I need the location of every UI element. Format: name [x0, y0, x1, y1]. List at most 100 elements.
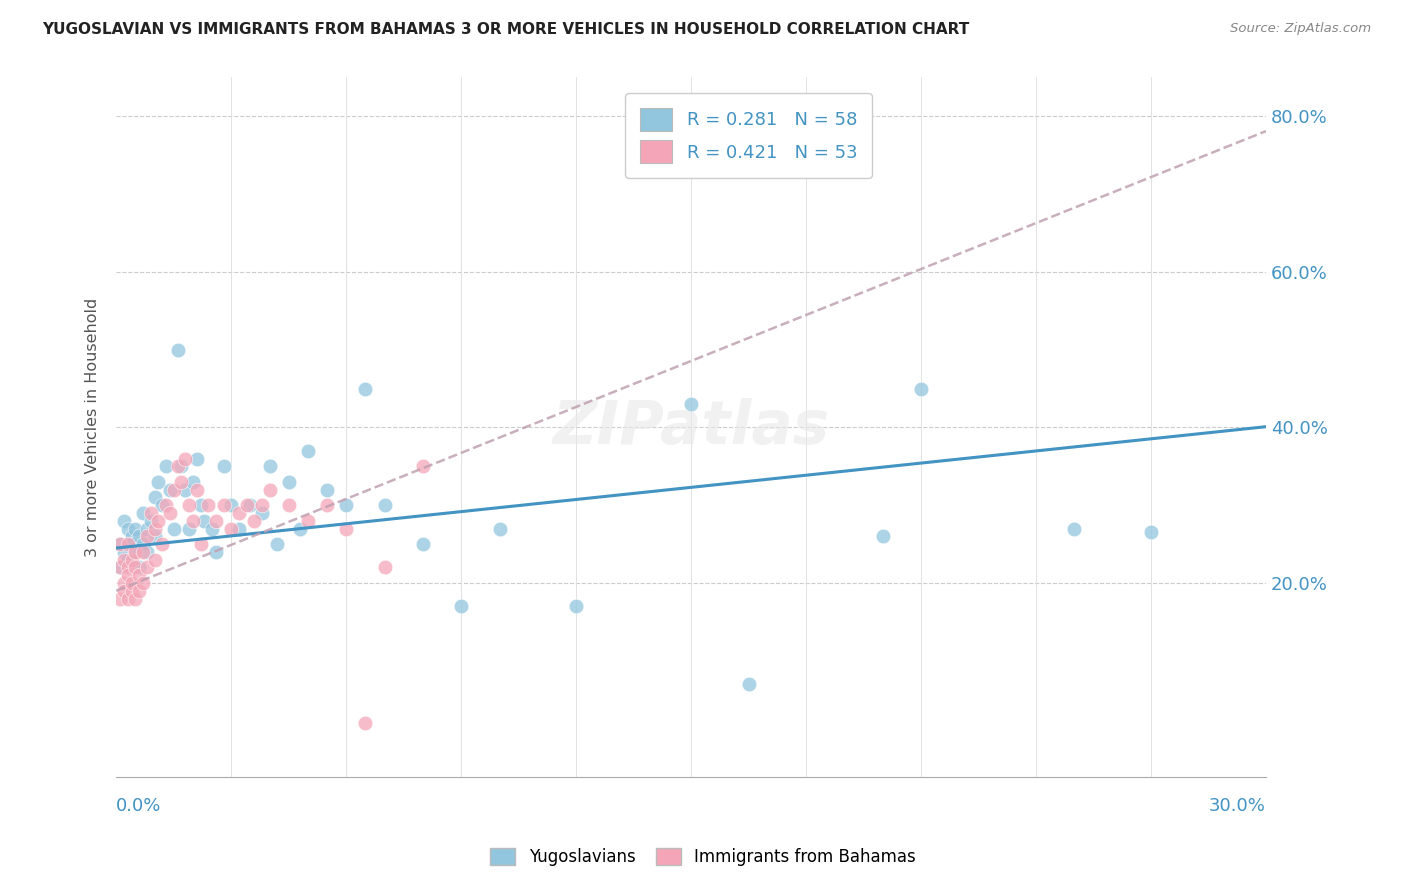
Point	[190, 537, 212, 551]
Point	[228, 522, 250, 536]
Point	[174, 483, 197, 497]
Point	[266, 537, 288, 551]
Point	[121, 576, 143, 591]
Point	[197, 498, 219, 512]
Point	[235, 498, 257, 512]
Point	[117, 591, 139, 606]
Point	[128, 583, 150, 598]
Point	[108, 560, 131, 574]
Point	[112, 576, 135, 591]
Point	[124, 560, 146, 574]
Point	[219, 498, 242, 512]
Point	[316, 483, 339, 497]
Point	[136, 560, 159, 574]
Point	[190, 498, 212, 512]
Point	[124, 545, 146, 559]
Point	[143, 552, 166, 566]
Point	[159, 506, 181, 520]
Point	[170, 459, 193, 474]
Point	[108, 591, 131, 606]
Point	[872, 529, 894, 543]
Point	[124, 522, 146, 536]
Point	[354, 716, 377, 731]
Point	[488, 522, 510, 536]
Point	[373, 560, 395, 574]
Point	[193, 514, 215, 528]
Text: 0.0%: 0.0%	[117, 797, 162, 815]
Point	[166, 459, 188, 474]
Text: YUGOSLAVIAN VS IMMIGRANTS FROM BAHAMAS 3 OR MORE VEHICLES IN HOUSEHOLD CORRELATI: YUGOSLAVIAN VS IMMIGRANTS FROM BAHAMAS 3…	[42, 22, 969, 37]
Point	[117, 537, 139, 551]
Point	[112, 552, 135, 566]
Point	[117, 560, 139, 574]
Point	[259, 483, 281, 497]
Point	[1140, 525, 1163, 540]
Point	[143, 522, 166, 536]
Point	[136, 522, 159, 536]
Point	[136, 529, 159, 543]
Point	[117, 552, 139, 566]
Point	[219, 522, 242, 536]
Point	[250, 506, 273, 520]
Point	[681, 397, 703, 411]
Point	[565, 599, 588, 614]
Point	[297, 443, 319, 458]
Point	[174, 451, 197, 466]
Point	[128, 529, 150, 543]
Text: Source: ZipAtlas.com: Source: ZipAtlas.com	[1230, 22, 1371, 36]
Point	[177, 522, 200, 536]
Legend: R = 0.281   N = 58, R = 0.421   N = 53: R = 0.281 N = 58, R = 0.421 N = 53	[626, 94, 872, 178]
Point	[136, 545, 159, 559]
Point	[228, 506, 250, 520]
Text: 30.0%: 30.0%	[1209, 797, 1265, 815]
Point	[181, 475, 204, 489]
Point	[155, 459, 177, 474]
Text: ZIPatlas: ZIPatlas	[553, 398, 830, 457]
Point	[373, 498, 395, 512]
Point	[163, 522, 186, 536]
Point	[1063, 522, 1085, 536]
Point	[121, 537, 143, 551]
Point	[316, 498, 339, 512]
Point	[259, 459, 281, 474]
Point	[250, 498, 273, 512]
Point	[910, 382, 932, 396]
Point	[108, 537, 131, 551]
Point	[124, 545, 146, 559]
Point	[112, 583, 135, 598]
Point	[290, 522, 312, 536]
Point	[277, 475, 299, 489]
Point	[132, 537, 155, 551]
Point	[335, 498, 357, 512]
Point	[163, 483, 186, 497]
Point	[150, 537, 173, 551]
Point	[124, 591, 146, 606]
Point	[212, 459, 235, 474]
Point	[170, 475, 193, 489]
Point	[108, 560, 131, 574]
Point	[150, 498, 173, 512]
Point	[143, 491, 166, 505]
Point	[205, 545, 228, 559]
Point	[132, 545, 155, 559]
Point	[132, 506, 155, 520]
Point	[117, 568, 139, 582]
Point	[108, 537, 131, 551]
Legend: Yugoslavians, Immigrants from Bahamas: Yugoslavians, Immigrants from Bahamas	[484, 841, 922, 873]
Point	[239, 498, 262, 512]
Point	[121, 529, 143, 543]
Point	[412, 537, 434, 551]
Point	[117, 522, 139, 536]
Point	[201, 522, 224, 536]
Point	[166, 343, 188, 357]
Point	[128, 560, 150, 574]
Point	[181, 514, 204, 528]
Point	[112, 514, 135, 528]
Point	[186, 451, 208, 466]
Point	[112, 545, 135, 559]
Point	[139, 514, 162, 528]
Point	[243, 514, 266, 528]
Point	[159, 483, 181, 497]
Point	[148, 514, 170, 528]
Point	[128, 568, 150, 582]
